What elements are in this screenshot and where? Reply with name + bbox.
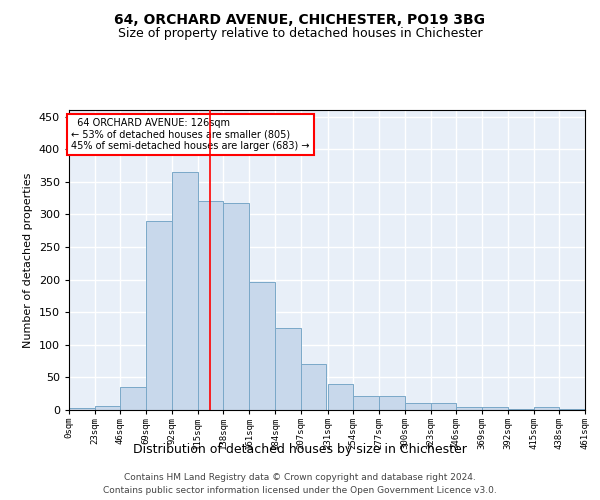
Bar	[482, 406, 508, 410]
Bar	[431, 403, 456, 410]
Y-axis label: Number of detached properties: Number of detached properties	[23, 172, 33, 348]
Bar	[121, 387, 146, 410]
Text: 64, ORCHARD AVENUE, CHICHESTER, PO19 3BG: 64, ORCHARD AVENUE, CHICHESTER, PO19 3BG	[115, 12, 485, 26]
Bar	[456, 406, 482, 410]
Bar	[379, 396, 405, 410]
Bar	[146, 221, 172, 410]
Bar	[533, 406, 559, 410]
Bar	[275, 328, 301, 410]
Bar	[95, 406, 121, 410]
Bar	[353, 396, 379, 410]
Text: 64 ORCHARD AVENUE: 126sqm
← 53% of detached houses are smaller (805)
45% of semi: 64 ORCHARD AVENUE: 126sqm ← 53% of detac…	[71, 118, 310, 151]
Text: Distribution of detached houses by size in Chichester: Distribution of detached houses by size …	[133, 442, 467, 456]
Text: Contains HM Land Registry data © Crown copyright and database right 2024.: Contains HM Land Registry data © Crown c…	[124, 472, 476, 482]
Bar	[301, 364, 326, 410]
Bar	[328, 384, 353, 410]
Bar	[69, 408, 95, 410]
Bar	[172, 172, 198, 410]
Bar	[223, 202, 249, 410]
Text: Contains public sector information licensed under the Open Government Licence v3: Contains public sector information licen…	[103, 486, 497, 495]
Bar	[198, 202, 223, 410]
Bar	[249, 282, 275, 410]
Text: Size of property relative to detached houses in Chichester: Size of property relative to detached ho…	[118, 28, 482, 40]
Bar	[405, 403, 431, 410]
